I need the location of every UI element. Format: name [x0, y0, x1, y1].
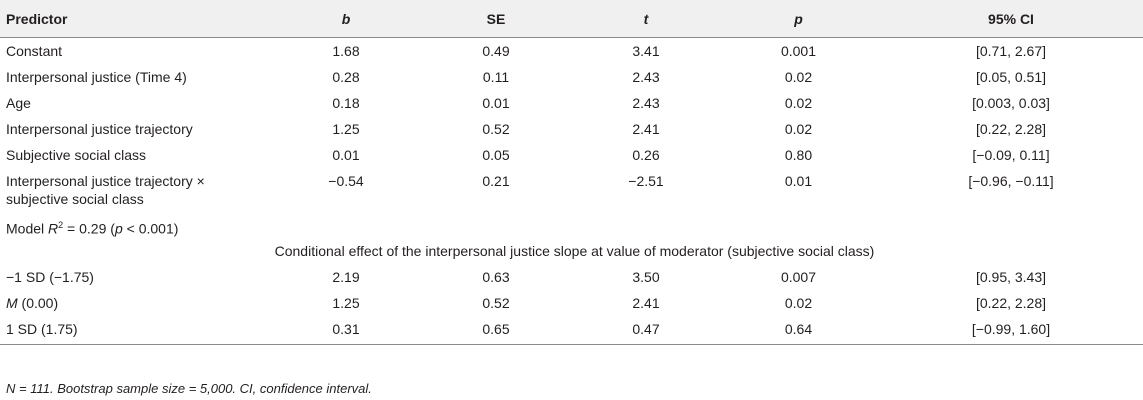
row-p: 0.02: [784, 295, 813, 311]
row-p: 0.64: [718, 316, 873, 345]
model-sup: 2: [58, 220, 64, 230]
row-predictor: Interpersonal justice trajectory: [6, 121, 193, 137]
row-p: 0.01: [784, 173, 813, 189]
row-predictor: Age: [6, 95, 31, 111]
row-predictor: Constant: [6, 43, 63, 59]
table-row: Interpersonal justice trajectory × subje…: [0, 168, 1143, 212]
predictor-line1: Interpersonal justice trajectory ×: [6, 173, 205, 189]
row-ci: [−0.96, −0.11]: [968, 173, 1054, 189]
row-ci: [−0.09, 0.11]: [972, 147, 1050, 163]
row-label: −1 SD (−1.75): [6, 269, 94, 285]
row-se: 0.11: [482, 69, 510, 85]
header-se: SE: [418, 0, 568, 38]
table-row: 1 SD (1.75) 0.31 0.65 0.47 0.64 [−0.99, …: [0, 316, 1143, 345]
model-r: R: [48, 220, 59, 237]
table-row: Subjective social class 0.01 0.05 0.26 0…: [0, 142, 1143, 168]
table-footnote: N = 111. Bootstrap sample size = 5,000. …: [6, 381, 372, 396]
row-se: 0.05: [482, 147, 510, 163]
row-ci: [0.71, 2.67]: [975, 43, 1047, 59]
row-b: 1.68: [332, 43, 360, 59]
row-t: 0.47: [568, 316, 718, 345]
conditional-heading-row: Conditional effect of the interpersonal …: [0, 238, 1143, 264]
row-label-rest: (0.00): [17, 295, 59, 311]
row-b: 2.19: [332, 269, 360, 285]
row-label-m: M: [6, 295, 18, 311]
row-label: M (0.00): [0, 290, 268, 316]
header-p: p: [718, 0, 873, 38]
table-row: −1 SD (−1.75) 2.19 0.63 3.50 0.007 [0.95…: [0, 264, 1143, 290]
model-fit-row: Model R2 = 0.29 (p < 0.001): [0, 212, 1143, 238]
header-predictor: Predictor: [0, 0, 268, 38]
row-se: 0.52: [482, 121, 510, 137]
table-row: Constant 1.68 0.49 3.41 0.001 [0.71, 2.6…: [0, 38, 1143, 65]
row-b: 1.25: [332, 295, 360, 311]
row-p: 0.80: [784, 147, 813, 163]
row-se: 0.21: [482, 173, 510, 189]
header-t: t: [568, 0, 718, 38]
row-t: 2.43: [632, 69, 660, 85]
row-p: 0.001: [780, 43, 817, 59]
row-t: 2.41: [632, 121, 660, 137]
row-ci: [0.22, 2.28]: [975, 295, 1047, 311]
row-predictor: Interpersonal justice (Time 4): [6, 69, 187, 85]
row-t: 3.41: [632, 43, 660, 59]
row-p: 0.007: [780, 269, 817, 285]
row-b: 1.25: [332, 121, 360, 137]
model-p: p: [114, 220, 123, 237]
regression-table: Predictor b SE t p 95% CI Constant 1.68 …: [0, 0, 1143, 345]
model-suffix: < 0.001): [122, 220, 179, 237]
row-p: 0.02: [784, 121, 813, 137]
table-row: M (0.00) 1.25 0.52 2.41 0.02 [0.22, 2.28…: [0, 290, 1143, 316]
table-header-row: Predictor b SE t p 95% CI: [0, 0, 1143, 38]
row-b: 0.28: [332, 69, 360, 85]
row-se: 0.63: [482, 269, 510, 285]
row-predictor: Subjective social class: [6, 147, 147, 163]
row-b: −0.54: [328, 173, 364, 189]
predictor-line2: subjective social class: [6, 191, 144, 207]
row-se: 0.49: [482, 43, 510, 59]
row-t: 2.41: [632, 295, 660, 311]
row-b: 0.31: [268, 316, 418, 345]
header-ci: 95% CI: [873, 0, 1143, 38]
row-t: 0.26: [632, 147, 660, 163]
row-ci: [0.95, 3.43]: [975, 269, 1047, 285]
row-b: 0.18: [332, 95, 360, 111]
header-b: b: [268, 0, 418, 38]
row-se: 0.52: [482, 295, 510, 311]
row-t: 3.50: [632, 269, 660, 285]
row-t: −2.51: [628, 173, 664, 189]
row-ci: [0.05, 0.51]: [975, 69, 1047, 85]
model-mid: = 0.29 (: [63, 220, 115, 237]
row-label: 1 SD (1.75): [0, 316, 268, 345]
row-ci: [0.22, 2.28]: [975, 121, 1047, 137]
row-se: 0.01: [482, 95, 510, 111]
row-p: 0.02: [784, 95, 813, 111]
row-b: 0.01: [332, 147, 360, 163]
model-prefix: Model: [6, 220, 49, 237]
row-t: 2.43: [632, 95, 660, 111]
row-se: 0.65: [418, 316, 568, 345]
table-row: Age 0.18 0.01 2.43 0.02 [0.003, 0.03]: [0, 90, 1143, 116]
row-ci: [0.003, 0.03]: [972, 95, 1050, 111]
table-row: Interpersonal justice trajectory 1.25 0.…: [0, 116, 1143, 142]
row-predictor: Interpersonal justice trajectory × subje…: [0, 168, 268, 212]
conditional-heading: Conditional effect of the interpersonal …: [274, 243, 875, 259]
row-ci: [−0.99, 1.60]: [873, 316, 1143, 345]
row-p: 0.02: [784, 69, 813, 85]
model-fit-text: Model R2 = 0.29 (p < 0.001): [0, 212, 1143, 238]
table-row: Interpersonal justice (Time 4) 0.28 0.11…: [0, 64, 1143, 90]
